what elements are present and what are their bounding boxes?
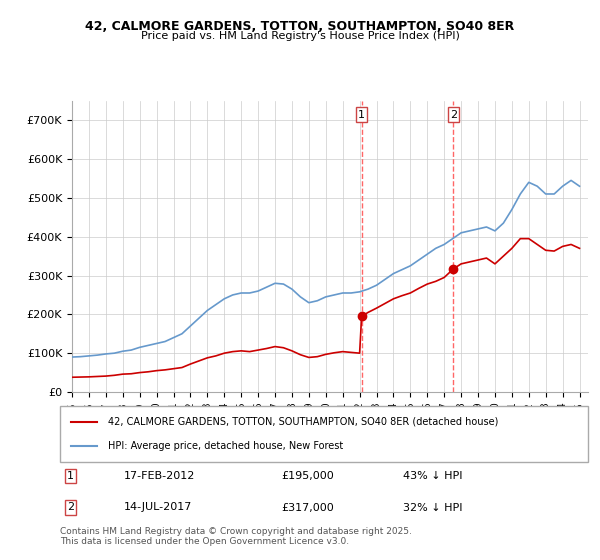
FancyBboxPatch shape [60,406,588,462]
Text: £317,000: £317,000 [282,502,335,512]
Text: 1: 1 [358,110,365,119]
Text: £195,000: £195,000 [282,471,335,481]
Text: HPI: Average price, detached house, New Forest: HPI: Average price, detached house, New … [107,441,343,451]
Text: 42, CALMORE GARDENS, TOTTON, SOUTHAMPTON, SO40 8ER: 42, CALMORE GARDENS, TOTTON, SOUTHAMPTON… [85,20,515,32]
Text: 43% ↓ HPI: 43% ↓ HPI [403,471,463,481]
Text: 2: 2 [450,110,457,119]
Text: 17-FEB-2012: 17-FEB-2012 [124,471,195,481]
Text: Contains HM Land Registry data © Crown copyright and database right 2025.
This d: Contains HM Land Registry data © Crown c… [60,526,412,546]
Text: Price paid vs. HM Land Registry's House Price Index (HPI): Price paid vs. HM Land Registry's House … [140,31,460,41]
Text: 2: 2 [67,502,74,512]
Text: 42, CALMORE GARDENS, TOTTON, SOUTHAMPTON, SO40 8ER (detached house): 42, CALMORE GARDENS, TOTTON, SOUTHAMPTON… [107,417,498,427]
Text: 1: 1 [67,471,74,481]
Text: 14-JUL-2017: 14-JUL-2017 [124,502,192,512]
Text: 32% ↓ HPI: 32% ↓ HPI [403,502,463,512]
